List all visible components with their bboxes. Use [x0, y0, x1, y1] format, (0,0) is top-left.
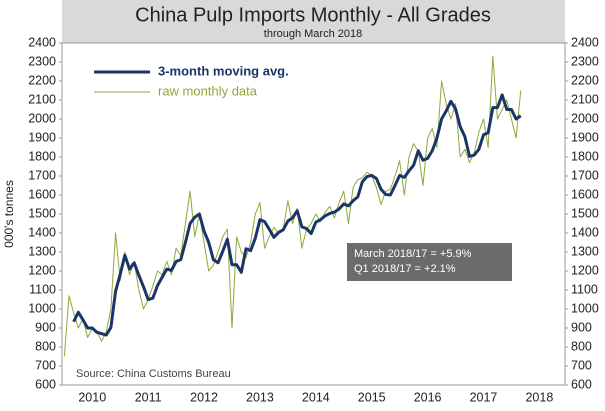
series-line	[72, 93, 522, 337]
x-tick-label: 2018	[525, 390, 553, 404]
y-tick-label: 1300	[28, 244, 56, 258]
y2-tick-label: 2400	[571, 35, 599, 49]
y-tick-label: 1000	[28, 301, 56, 315]
x-tick-label: 2012	[190, 390, 218, 404]
y-tick-label: 1500	[28, 206, 56, 220]
y2-tick-label: 2200	[571, 73, 599, 87]
legend-label: 3-month moving avg.	[158, 63, 289, 78]
x-tick-label: 2014	[302, 390, 330, 404]
y-tick-label: 1800	[28, 149, 56, 163]
y-tick-label: 1700	[28, 168, 56, 182]
chart-title: China Pulp Imports Monthly - All Grades	[135, 4, 491, 26]
y-tick-label: 2100	[28, 92, 56, 106]
y2-tick-label: 1700	[571, 168, 599, 182]
x-tick-label: 2016	[414, 390, 442, 404]
y2-tick-label: 1500	[571, 206, 599, 220]
y-tick-label: 800	[35, 339, 56, 353]
y-tick-label: 700	[35, 358, 56, 372]
y2-tick-label: 1800	[571, 149, 599, 163]
y-tick-label: 1400	[28, 225, 56, 239]
title-band	[62, 0, 565, 43]
annotation-box	[347, 243, 512, 281]
y-tick-label: 2300	[28, 54, 56, 68]
y2-tick-label: 2000	[571, 111, 599, 125]
y-tick-label: 1600	[28, 187, 56, 201]
annotation: March 2018/17 = +5.9%	[354, 248, 472, 260]
y2-tick-label: 1600	[571, 187, 599, 201]
x-tick-label: 2011	[135, 390, 162, 404]
y2-tick-label: 700	[571, 358, 592, 372]
x-tick-label: 2015	[358, 390, 386, 404]
y2-tick-label: 1400	[571, 225, 599, 239]
y2-tick-label: 600	[571, 377, 592, 391]
y2-tick-label: 800	[571, 339, 592, 353]
y-tick-label: 1100	[29, 282, 56, 296]
y2-tick-label: 1000	[571, 301, 599, 315]
plot-frame	[61, 42, 566, 386]
y2-tick-label: 2300	[571, 54, 599, 68]
y2-tick-label: 1200	[571, 263, 599, 277]
y-axis-label: 000's tonnes	[2, 180, 16, 248]
y-tick-label: 600	[35, 377, 56, 391]
y-tick-label: 1200	[28, 263, 56, 277]
source-note: Source: China Customs Bureau	[76, 368, 231, 380]
series-line	[63, 55, 522, 357]
y2-tick-label: 2100	[571, 92, 599, 106]
y2-tick-label: 1100	[571, 282, 598, 296]
y-tick-label: 2000	[28, 111, 56, 125]
y2-tick-label: 900	[571, 320, 592, 334]
chart-subtitle: through March 2018	[264, 28, 362, 40]
y-tick-label: 2400	[28, 35, 56, 49]
y-tick-label: 1900	[28, 130, 56, 144]
y2-tick-label: 1300	[571, 244, 599, 258]
y-tick-label: 2200	[28, 73, 56, 87]
y2-tick-label: 1900	[571, 130, 599, 144]
annotation: Q1 2018/17 = +2.1%	[354, 263, 456, 275]
x-tick-label: 2013	[246, 390, 274, 404]
x-tick-label: 2017	[470, 390, 498, 404]
x-tick-label: 2010	[78, 390, 106, 404]
legend-label: raw monthly data	[158, 83, 258, 98]
y-tick-label: 900	[35, 320, 56, 334]
